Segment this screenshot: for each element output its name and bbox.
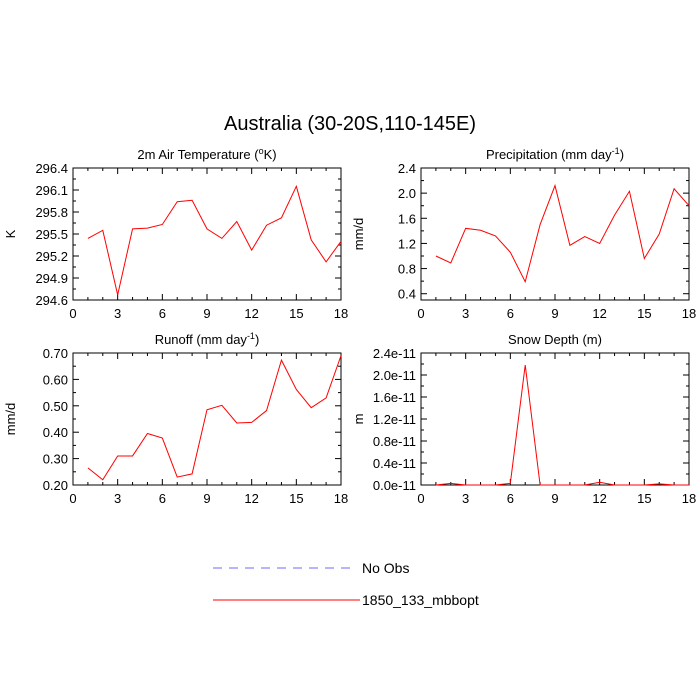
runoff-x-tick-label: 6 — [159, 491, 166, 506]
precipitation-x-tick-label: 15 — [637, 306, 651, 321]
snow-depth-y-tick-label: 0.4e-11 — [373, 456, 416, 471]
snow-depth-y-tick-label: 1.6e-11 — [373, 390, 416, 405]
precipitation-y-tick-label: 2.4 — [398, 161, 416, 176]
air-temperature-x-tick-label: 9 — [203, 306, 210, 321]
runoff-x-tick-label: 15 — [289, 491, 303, 506]
precipitation-y-tick-label: 1.2 — [398, 236, 416, 251]
air-temperature-x-tick-label: 6 — [159, 306, 166, 321]
precipitation-y-axis-label: mm/d — [351, 218, 366, 251]
air-temperature-x-tick-label: 0 — [69, 306, 76, 321]
snow-depth-y-tick-label: 0.0e-11 — [373, 478, 416, 493]
snow-depth-x-tick-label: 18 — [682, 491, 696, 506]
snow-depth-series-line — [435, 365, 689, 486]
legend: No Obs 1850_133_mbbopt — [213, 560, 479, 608]
precipitation-series-line — [435, 183, 690, 284]
snow-depth-x-tick-label: 3 — [462, 491, 469, 506]
air-temperature-y-tick-label: 296.4 — [35, 161, 68, 176]
runoff-x-tick-label: 0 — [69, 491, 76, 506]
runoff-x-tick-label: 9 — [203, 491, 210, 506]
legend-label-no-obs: No Obs — [362, 560, 409, 576]
panel-precipitation: Precipitation (mm day-1) mm/d 0 3 6 9 12 15 18 0.… — [351, 146, 696, 321]
air-temperature-y-tick-label: 295.5 — [35, 227, 68, 242]
air-temperature-series-line — [87, 184, 342, 295]
snow-depth-x-tick-label: 15 — [637, 491, 651, 506]
air-temperature-y-tick-label: 294.6 — [35, 293, 68, 308]
snow-depth-title: Snow Depth (m) — [508, 332, 602, 347]
air-temperature-x-tick-label: 12 — [244, 306, 258, 321]
air-temperature-y-tick-label: 296.1 — [35, 183, 68, 198]
air-temperature-title: 2m Air Temperature (oK) — [137, 146, 276, 162]
snow-depth-y-tick-label: 2.0e-11 — [373, 368, 416, 383]
air-temperature-x-tick-label: 15 — [289, 306, 303, 321]
precipitation-plot-frame — [420, 167, 690, 301]
runoff-y-axis-label: mm/d — [3, 403, 18, 436]
legend-label-model: 1850_133_mbbopt — [362, 592, 479, 608]
air-temperature-y-axis-label: K — [3, 229, 18, 238]
air-temperature-plot-frame — [72, 167, 342, 301]
snow-depth-y-tick-label: 2.4e-11 — [373, 346, 416, 361]
precipitation-y-tick-label: 2.0 — [398, 186, 416, 201]
runoff-x-tick-label: 3 — [114, 491, 121, 506]
precipitation-x-tick-label: 12 — [592, 306, 606, 321]
runoff-y-tick-label: 0.40 — [43, 425, 68, 440]
snow-depth-plot-frame — [420, 352, 690, 486]
runoff-y-tick-label: 0.60 — [43, 372, 68, 387]
runoff-plot-frame — [72, 352, 342, 486]
air-temperature-y-tick-label: 295.8 — [35, 205, 68, 220]
precipitation-y-tick-label: 1.6 — [398, 211, 416, 226]
panel-air-temperature: 2m Air Temperature (oK) K 0 3 6 9 12 15 18 294.6 2… — [3, 146, 348, 321]
precipitation-x-tick-label: 3 — [462, 306, 469, 321]
runoff-x-tick-label: 12 — [244, 491, 258, 506]
runoff-y-tick-label: 0.70 — [43, 346, 68, 361]
snow-depth-x-tick-label: 0 — [417, 491, 424, 506]
precipitation-x-tick-label: 0 — [417, 306, 424, 321]
runoff-x-tick-label: 18 — [334, 491, 348, 506]
snow-depth-y-axis-label: m — [351, 414, 366, 425]
precipitation-x-tick-label: 6 — [507, 306, 514, 321]
snow-depth-x-tick-label: 9 — [551, 491, 558, 506]
snow-depth-x-tick-label: 6 — [507, 491, 514, 506]
snow-depth-x-tick-label: 12 — [592, 491, 606, 506]
panel-runoff: Runoff (mm day-1) mm/d 0 3 6 9 12 15 18 0.20 0.30 0… — [3, 331, 348, 506]
precipitation-y-tick-label: 0.4 — [398, 287, 416, 302]
precipitation-title: Precipitation (mm day-1) — [486, 146, 624, 162]
figure-title: Australia (30-20S,110-145E) — [224, 113, 476, 135]
runoff-series-line — [87, 355, 342, 481]
air-temperature-y-tick-label: 294.9 — [35, 271, 68, 286]
runoff-y-tick-label: 0.50 — [43, 399, 68, 414]
panels: 2m Air Temperature (oK) K 0 3 6 9 12 15 18 294.6 2… — [3, 146, 696, 506]
runoff-title: Runoff (mm day-1) — [155, 331, 260, 347]
air-temperature-x-tick-label: 3 — [114, 306, 121, 321]
runoff-y-tick-label: 0.20 — [43, 478, 68, 493]
panel-snow-depth: Snow Depth (m) m 0 3 6 9 12 15 18 0.0e-11 0.4e-11 0… — [351, 332, 696, 506]
air-temperature-x-tick-label: 18 — [334, 306, 348, 321]
precipitation-x-tick-label: 9 — [551, 306, 558, 321]
snow-depth-y-tick-label: 1.2e-11 — [373, 412, 416, 427]
runoff-y-tick-label: 0.30 — [43, 452, 68, 467]
precipitation-y-tick-label: 0.8 — [398, 262, 416, 277]
snow-depth-y-tick-label: 0.8e-11 — [373, 434, 416, 449]
air-temperature-y-tick-label: 295.2 — [35, 249, 68, 264]
precipitation-x-tick-label: 18 — [682, 306, 696, 321]
